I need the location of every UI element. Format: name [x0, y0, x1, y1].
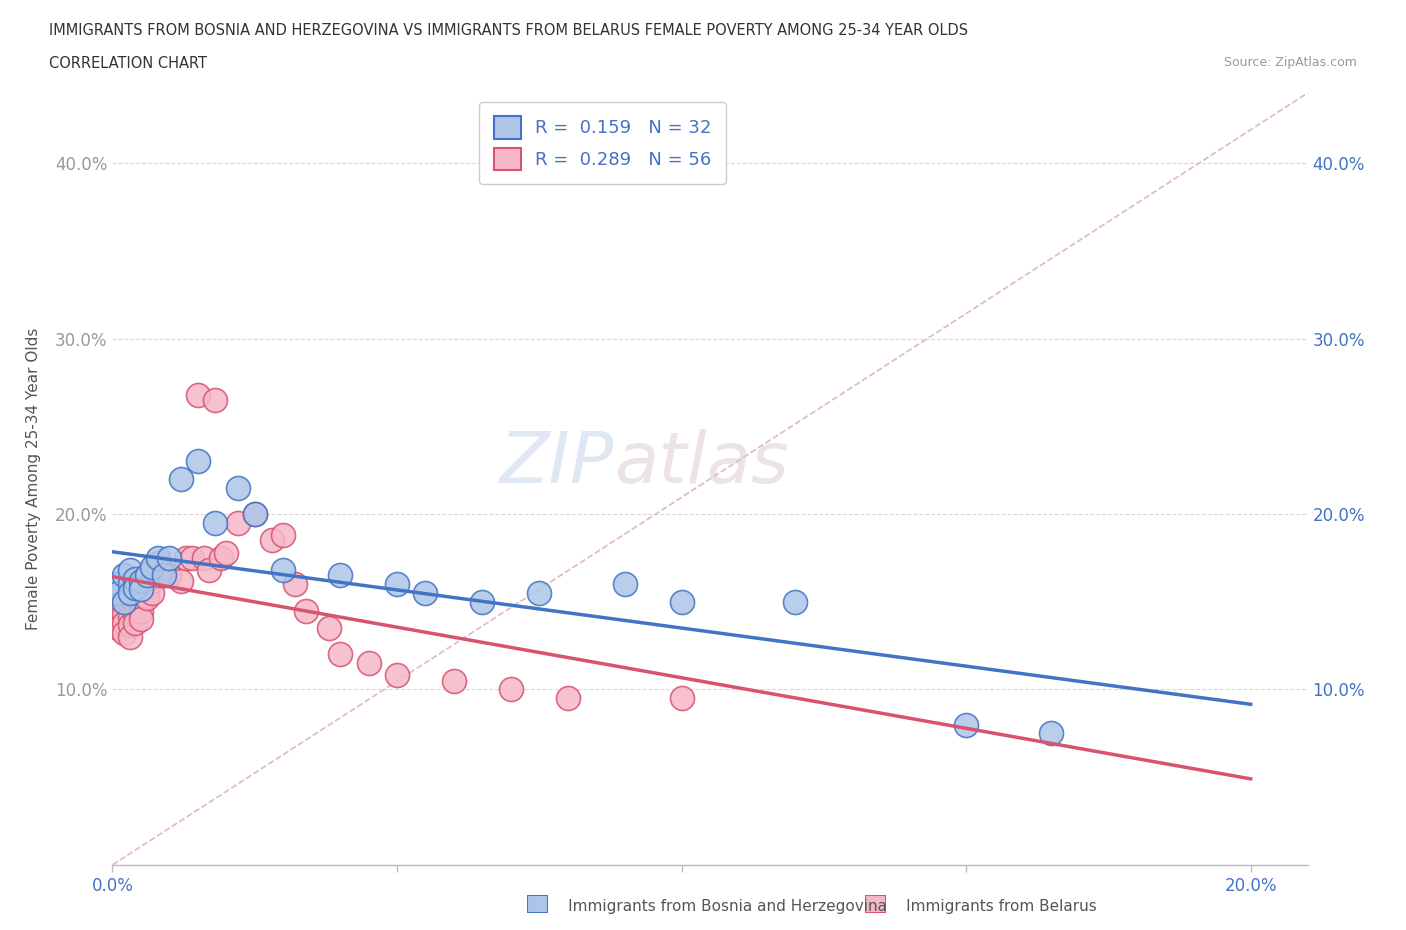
Point: [135, 580, 157, 595]
Point: [146, 551, 169, 565]
Point: [284, 577, 307, 591]
Point: [204, 515, 226, 530]
Point: [118, 586, 141, 601]
Point: [146, 556, 169, 571]
Point: [204, 392, 226, 407]
Point: [187, 387, 209, 402]
Point: [193, 551, 215, 565]
Point: [209, 551, 232, 565]
Point: [107, 586, 129, 601]
Point: [135, 568, 157, 583]
Point: [157, 568, 180, 583]
Point: [955, 717, 977, 732]
Point: [112, 616, 135, 631]
Point: [271, 563, 294, 578]
Point: [129, 582, 152, 597]
Point: [112, 594, 135, 609]
Point: [129, 586, 152, 601]
Point: [141, 586, 163, 601]
Text: Immigrants from Bosnia and Herzegovina: Immigrants from Bosnia and Herzegovina: [534, 899, 887, 914]
Point: [215, 545, 238, 560]
Point: [118, 598, 141, 613]
Point: [124, 606, 146, 621]
Point: [107, 586, 129, 601]
Point: [112, 568, 135, 583]
Point: [129, 612, 152, 627]
Point: [152, 568, 174, 583]
Point: [499, 682, 522, 697]
Point: [107, 620, 129, 635]
Point: [118, 630, 141, 644]
Point: [198, 563, 221, 578]
Point: [613, 577, 636, 591]
Point: [260, 533, 283, 548]
Point: [671, 594, 693, 609]
Point: [243, 507, 266, 522]
Point: [118, 608, 141, 623]
Point: [329, 568, 352, 583]
Point: [124, 572, 146, 587]
Point: [118, 577, 141, 591]
Point: [529, 586, 551, 601]
Point: [471, 594, 494, 609]
Point: [1040, 726, 1063, 741]
Point: [557, 691, 579, 706]
Point: [112, 606, 135, 621]
Point: [415, 586, 437, 601]
Point: [146, 568, 169, 583]
Point: [170, 472, 193, 486]
Point: [318, 620, 340, 635]
Point: [141, 563, 163, 578]
Point: [152, 568, 174, 583]
Point: [243, 507, 266, 522]
Point: [107, 598, 129, 613]
Point: [107, 577, 129, 591]
Point: [141, 573, 163, 588]
Text: Immigrants from Belarus: Immigrants from Belarus: [872, 899, 1097, 914]
Point: [135, 568, 157, 583]
Point: [112, 626, 135, 641]
Point: [135, 591, 157, 605]
Text: IMMIGRANTS FROM BOSNIA AND HERZEGOVINA VS IMMIGRANTS FROM BELARUS FEMALE POVERTY: IMMIGRANTS FROM BOSNIA AND HERZEGOVINA V…: [49, 23, 969, 38]
Point: [357, 656, 380, 671]
Point: [124, 591, 146, 605]
Point: [129, 603, 152, 618]
Point: [176, 551, 198, 565]
Point: [271, 527, 294, 542]
Point: [385, 577, 408, 591]
Point: [157, 551, 180, 565]
Point: [112, 594, 135, 609]
Point: [170, 573, 193, 588]
Point: [181, 551, 204, 565]
Legend: R =  0.159   N = 32, R =  0.289   N = 56: R = 0.159 N = 32, R = 0.289 N = 56: [479, 102, 725, 184]
Point: [124, 598, 146, 613]
Point: [443, 673, 465, 688]
Text: Source: ZipAtlas.com: Source: ZipAtlas.com: [1223, 56, 1357, 69]
Point: [129, 573, 152, 588]
Point: [329, 647, 352, 662]
Point: [385, 668, 408, 683]
Text: ZIP: ZIP: [501, 429, 614, 498]
Point: [124, 580, 146, 595]
Point: [129, 594, 152, 609]
Point: [124, 616, 146, 631]
Y-axis label: Female Poverty Among 25-34 Year Olds: Female Poverty Among 25-34 Year Olds: [27, 327, 41, 631]
Point: [118, 586, 141, 601]
Point: [141, 559, 163, 574]
Point: [129, 573, 152, 588]
Point: [118, 563, 141, 578]
Text: CORRELATION CHART: CORRELATION CHART: [49, 56, 207, 71]
Point: [226, 515, 249, 530]
Point: [107, 612, 129, 627]
Point: [187, 454, 209, 469]
Point: [295, 603, 318, 618]
Point: [226, 480, 249, 495]
Point: [671, 691, 693, 706]
Point: [785, 594, 807, 609]
Point: [118, 618, 141, 632]
Text: atlas: atlas: [614, 429, 789, 498]
Point: [124, 580, 146, 595]
